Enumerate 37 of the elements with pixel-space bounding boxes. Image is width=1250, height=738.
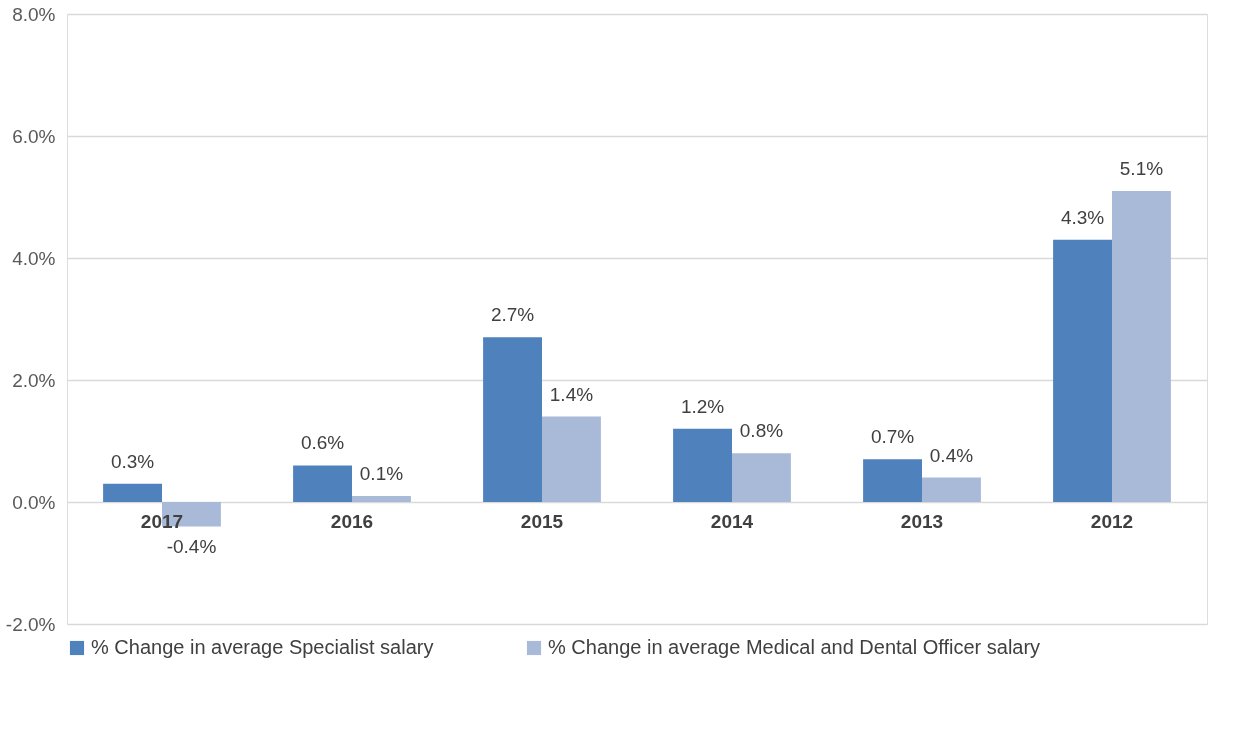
bar (1112, 190, 1171, 502)
bar (483, 337, 542, 502)
x-tick-label: 2012 (1090, 510, 1134, 532)
bar (673, 428, 732, 502)
legend-label: % Change in average Medical and Dental Officer salary (548, 636, 1041, 658)
bar (863, 459, 922, 502)
data-label: 0.4% (929, 444, 974, 466)
bar (103, 483, 162, 502)
x-tick-label: 2016 (330, 510, 374, 532)
bar (293, 465, 352, 502)
bar (922, 477, 981, 502)
data-label: 0.6% (300, 432, 345, 454)
bar (542, 416, 601, 502)
y-tick-label: 0.0% (12, 491, 56, 513)
bar (352, 495, 411, 502)
x-tick-label: 2013 (900, 510, 944, 532)
data-label: 0.8% (739, 420, 784, 442)
x-tick-label: 2014 (710, 510, 754, 532)
data-label: 0.7% (870, 426, 915, 448)
data-label: 0.3% (110, 450, 155, 472)
bar (732, 453, 791, 502)
data-label: 0.1% (359, 462, 404, 484)
data-label: 1.2% (680, 395, 725, 417)
data-label: -0.4% (166, 536, 217, 558)
data-label: 4.3% (1060, 206, 1105, 228)
y-tick-label: 2.0% (12, 369, 56, 391)
legend-label: % Change in average Specialist salary (91, 636, 434, 658)
x-tick-label: 2015 (520, 510, 564, 532)
data-label: 1.4% (549, 383, 594, 405)
data-label: 2.7% (490, 304, 535, 326)
y-tick-label: -2.0% (5, 613, 56, 635)
y-tick-label: 6.0% (12, 125, 56, 147)
y-tick-label: 8.0% (12, 3, 56, 25)
y-tick-label: 4.0% (12, 247, 56, 269)
data-label: 5.1% (1119, 157, 1164, 179)
bar (1053, 239, 1112, 502)
x-tick-label: 2017 (140, 510, 184, 532)
